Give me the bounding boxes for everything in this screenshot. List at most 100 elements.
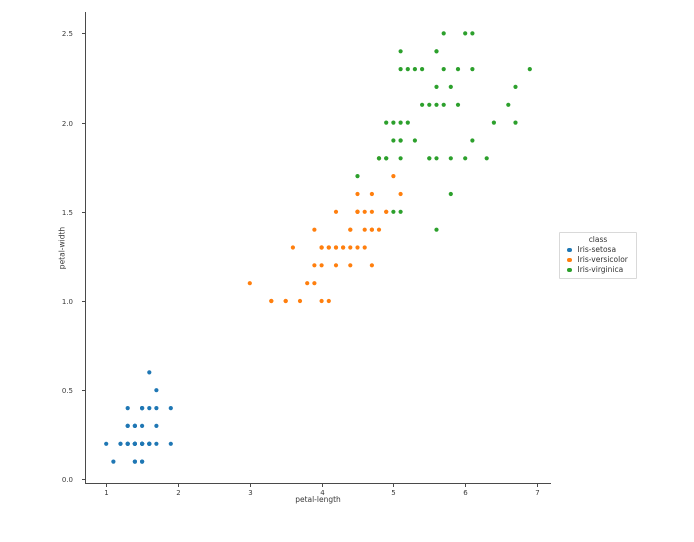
- data-point-iris-setosa: [147, 406, 152, 411]
- data-point-iris-setosa: [140, 406, 145, 411]
- data-point-iris-versicolor: [283, 298, 288, 304]
- data-point-iris-virginica: [448, 84, 453, 89]
- data-point-iris-virginica: [384, 156, 389, 161]
- data-point-iris-virginica: [441, 102, 446, 107]
- data-point-iris-versicolor: [362, 209, 367, 214]
- legend: class Iris-setosa Iris-versicolor Iris-v…: [559, 232, 637, 279]
- data-point-iris-virginica: [484, 156, 489, 161]
- data-point-iris-setosa: [154, 441, 159, 446]
- data-point-iris-virginica: [355, 174, 360, 179]
- y-tick-label: 1.5: [62, 209, 73, 217]
- y-axis-label-text: petal-width: [57, 226, 67, 270]
- legend-label-versicolor: Iris-versicolor: [577, 255, 628, 264]
- data-point-iris-virginica: [448, 156, 453, 161]
- data-point-iris-virginica: [412, 67, 417, 72]
- data-point-iris-versicolor: [369, 227, 374, 232]
- data-point-iris-versicolor: [348, 227, 353, 232]
- data-point-iris-virginica: [513, 84, 518, 89]
- data-point-iris-versicolor: [355, 209, 360, 214]
- x-tick-label: 7: [535, 489, 539, 497]
- data-point-iris-versicolor: [362, 245, 367, 250]
- data-point-iris-virginica: [434, 84, 439, 89]
- data-point-iris-versicolor: [333, 245, 339, 250]
- data-point-iris-setosa: [132, 459, 137, 464]
- data-point-iris-virginica: [391, 138, 396, 143]
- data-point-iris-virginica: [470, 67, 475, 72]
- data-point-iris-versicolor: [362, 227, 367, 232]
- data-point-iris-setosa: [154, 423, 159, 428]
- data-point-iris-virginica: [376, 156, 382, 161]
- x-tick-label: 6: [463, 489, 468, 497]
- data-point-iris-virginica: [441, 67, 446, 72]
- data-point-iris-virginica: [405, 67, 410, 72]
- virginica-swatch-icon: [567, 267, 572, 273]
- data-point-iris-setosa: [147, 370, 152, 375]
- data-point-iris-versicolor: [391, 174, 396, 179]
- data-point-iris-setosa: [154, 406, 159, 411]
- data-point-iris-versicolor: [355, 191, 360, 197]
- data-point-iris-setosa: [125, 423, 130, 428]
- data-point-iris-setosa: [111, 459, 116, 464]
- axes-spines: [85, 12, 551, 484]
- data-point-iris-virginica: [434, 227, 439, 232]
- data-point-iris-setosa: [140, 423, 145, 428]
- data-point-iris-virginica: [434, 156, 439, 161]
- data-point-iris-virginica: [398, 156, 403, 161]
- data-point-iris-versicolor: [290, 245, 295, 250]
- data-point-iris-versicolor: [319, 263, 324, 268]
- data-point-iris-virginica: [455, 102, 461, 107]
- data-point-iris-versicolor: [369, 191, 374, 197]
- x-tick-label: 3: [248, 489, 252, 497]
- data-point-iris-versicolor: [326, 298, 331, 304]
- legend-label-virginica: Iris-virginica: [577, 265, 624, 274]
- data-point-iris-virginica: [391, 209, 396, 214]
- data-point-iris-virginica: [441, 31, 446, 36]
- data-point-iris-versicolor: [348, 245, 353, 250]
- data-point-iris-virginica: [527, 67, 532, 72]
- data-point-iris-versicolor: [384, 209, 389, 214]
- legend-item-iris-setosa: Iris-setosa: [560, 245, 636, 255]
- data-point-iris-virginica: [434, 49, 439, 54]
- data-point-iris-virginica: [463, 31, 468, 36]
- data-point-iris-virginica: [491, 120, 496, 125]
- data-point-iris-virginica: [398, 67, 403, 72]
- data-point-iris-virginica: [412, 138, 417, 143]
- y-axis-ticks: 0.0 0.5 1.0 1.5 2.0 2.5: [62, 30, 85, 484]
- data-point-iris-virginica: [513, 120, 518, 125]
- data-point-iris-setosa: [125, 406, 130, 411]
- legend-item-iris-versicolor: Iris-versicolor: [560, 255, 636, 265]
- data-point-iris-virginica: [455, 67, 461, 72]
- data-point-iris-setosa: [132, 441, 137, 446]
- data-point-iris-virginica: [427, 156, 432, 161]
- data-point-iris-versicolor: [355, 245, 360, 250]
- legend-item-iris-virginica: Iris-virginica: [560, 265, 636, 275]
- x-axis-ticks: 1 2 3 4 5 6 7: [104, 484, 540, 497]
- data-point-iris-virginica: [420, 67, 425, 72]
- data-point-iris-versicolor: [319, 298, 324, 304]
- data-point-iris-setosa: [104, 441, 109, 446]
- data-point-iris-versicolor: [319, 245, 324, 250]
- y-tick-label: 0.5: [62, 387, 73, 395]
- x-tick-label: 5: [391, 489, 395, 497]
- x-axis-label: petal-length: [295, 495, 341, 504]
- data-point-iris-virginica: [384, 120, 389, 125]
- legend-label-setosa: Iris-setosa: [577, 245, 617, 254]
- data-point-iris-setosa: [132, 423, 137, 428]
- data-point-iris-setosa: [168, 441, 173, 446]
- y-tick-label: 2.0: [62, 120, 73, 128]
- data-point-iris-versicolor: [369, 209, 374, 214]
- data-point-iris-versicolor: [297, 298, 303, 304]
- data-point-iris-versicolor: [369, 263, 374, 268]
- data-point-iris-virginica: [398, 120, 403, 125]
- data-point-iris-virginica: [398, 138, 403, 143]
- data-point-iris-virginica: [391, 120, 396, 125]
- data-point-iris-virginica: [434, 102, 439, 107]
- data-point-iris-versicolor: [312, 227, 317, 232]
- data-point-iris-versicolor: [247, 281, 252, 286]
- data-point-iris-setosa: [154, 388, 159, 393]
- data-point-iris-versicolor: [341, 245, 346, 250]
- data-point-iris-versicolor: [376, 227, 382, 232]
- data-point-iris-virginica: [448, 191, 453, 197]
